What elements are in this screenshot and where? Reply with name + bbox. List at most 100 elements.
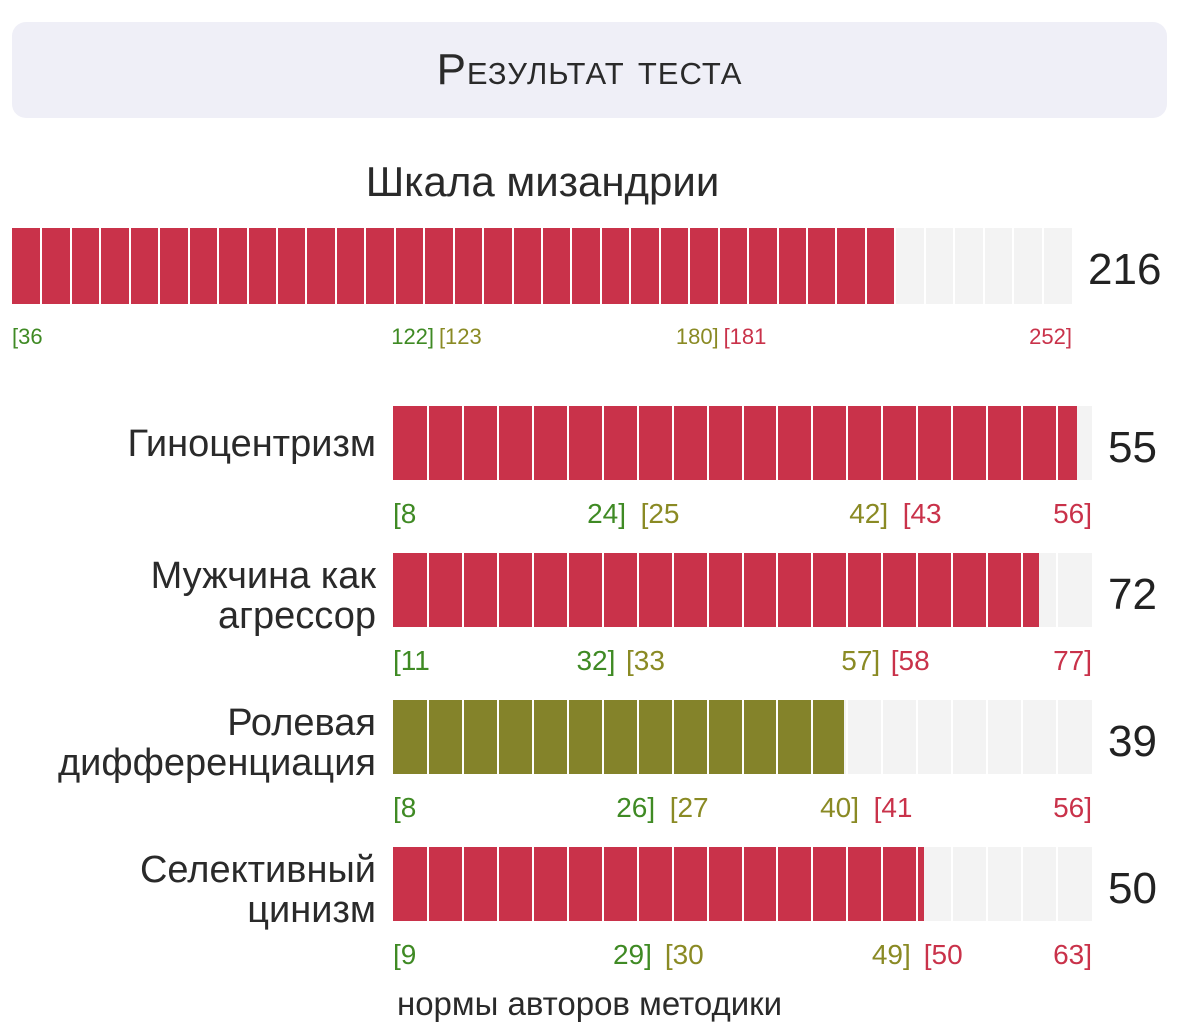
segment-divider bbox=[835, 228, 838, 304]
segment-divider bbox=[629, 228, 632, 304]
norm-end-4-0: 29] bbox=[612, 939, 652, 970]
norm-start-1-1: [25 bbox=[640, 498, 680, 529]
segment-divider bbox=[951, 847, 954, 921]
norm-start-2-1: [33 bbox=[626, 645, 665, 676]
segment-divider bbox=[951, 700, 954, 774]
norm-end-2-2: 77] bbox=[1053, 645, 1092, 676]
segment-divider bbox=[305, 228, 308, 304]
segment-divider bbox=[636, 700, 639, 774]
norm-start-4-1: [30 bbox=[664, 939, 704, 970]
segment-divider bbox=[601, 700, 604, 774]
segment-divider bbox=[461, 700, 464, 774]
scale-value-3: 39 bbox=[1108, 717, 1157, 766]
norm-end-3-1: 40] bbox=[820, 792, 859, 823]
norm-end-3-0: 26] bbox=[616, 792, 656, 823]
segment-divider bbox=[334, 228, 337, 304]
segment-divider bbox=[461, 847, 464, 921]
segment-divider bbox=[1056, 847, 1059, 921]
scale-track-3 bbox=[393, 700, 1092, 774]
segment-divider bbox=[776, 847, 779, 921]
segment-divider bbox=[217, 228, 220, 304]
result-title: Результат теста bbox=[436, 45, 743, 94]
segment-divider bbox=[636, 847, 639, 921]
scale-bar-2 bbox=[393, 553, 1040, 627]
segment-divider bbox=[496, 847, 499, 921]
norm-end-1-1: 42] bbox=[849, 498, 889, 529]
segment-divider bbox=[531, 406, 534, 480]
segment-divider bbox=[747, 228, 750, 304]
norm-start-0-2: [181 bbox=[723, 324, 767, 349]
segment-divider bbox=[426, 553, 429, 627]
segment-divider bbox=[570, 228, 573, 304]
norm-start-1-2: [43 bbox=[902, 498, 942, 529]
segment-divider bbox=[982, 228, 985, 304]
segment-divider bbox=[1056, 406, 1059, 480]
norm-end-0-1: 180] bbox=[675, 324, 719, 349]
segment-divider bbox=[636, 406, 639, 480]
segment-divider bbox=[566, 406, 569, 480]
norm-end-1-2: 56] bbox=[1053, 498, 1092, 529]
segment-divider bbox=[128, 228, 131, 304]
segment-divider bbox=[953, 228, 956, 304]
norm-start-3-1: [27 bbox=[669, 792, 709, 823]
segment-divider bbox=[1021, 700, 1024, 774]
segment-divider bbox=[951, 406, 954, 480]
segment-divider bbox=[482, 228, 485, 304]
segment-divider bbox=[671, 847, 674, 921]
segment-divider bbox=[986, 847, 989, 921]
segment-divider bbox=[881, 553, 884, 627]
scale-track-4 bbox=[393, 847, 1092, 921]
segment-divider bbox=[741, 553, 744, 627]
norm-start-0-1: [123 bbox=[438, 324, 482, 349]
segment-divider bbox=[671, 700, 674, 774]
segment-divider bbox=[741, 700, 744, 774]
norm-start-3-0: [8 bbox=[393, 792, 417, 823]
scale-value-2: 72 bbox=[1108, 570, 1157, 619]
segment-divider bbox=[461, 406, 464, 480]
norm-start-2-0: [11 bbox=[393, 645, 430, 676]
segment-divider bbox=[658, 228, 661, 304]
segment-divider bbox=[811, 553, 814, 627]
segment-divider bbox=[99, 228, 102, 304]
scale-track-2 bbox=[393, 553, 1092, 627]
segment-divider bbox=[846, 700, 849, 774]
segment-divider bbox=[776, 700, 779, 774]
scale-value-4: 50 bbox=[1108, 864, 1157, 913]
segment-divider bbox=[531, 700, 534, 774]
norm-end-0-0: 122] bbox=[391, 324, 435, 349]
scale-label-4: Селективный цинизм bbox=[139, 849, 376, 931]
scale-value-1: 55 bbox=[1108, 423, 1157, 472]
segment-divider bbox=[636, 553, 639, 627]
segment-divider bbox=[671, 406, 674, 480]
norm-end-1-0: 24] bbox=[587, 498, 626, 529]
segment-divider bbox=[916, 553, 919, 627]
segment-divider bbox=[916, 700, 919, 774]
segment-divider bbox=[496, 406, 499, 480]
norm-start-3-2: [41 bbox=[873, 792, 913, 823]
result-header: Результат теста bbox=[12, 22, 1167, 118]
segment-divider bbox=[741, 406, 744, 480]
norm-start-2-2: [58 bbox=[890, 645, 930, 676]
segment-divider bbox=[688, 228, 691, 304]
segment-divider bbox=[496, 700, 499, 774]
norm-end-4-2: 63] bbox=[1053, 939, 1092, 970]
segment-divider bbox=[1041, 228, 1044, 304]
segment-divider bbox=[566, 553, 569, 627]
segment-divider bbox=[916, 406, 919, 480]
segment-divider bbox=[1056, 700, 1059, 774]
norm-start-4-0: [9 bbox=[393, 939, 417, 970]
segment-divider bbox=[811, 700, 814, 774]
segment-divider bbox=[1012, 228, 1015, 304]
segment-divider bbox=[364, 228, 367, 304]
segment-divider bbox=[881, 406, 884, 480]
scale-track-0 bbox=[12, 228, 1072, 304]
segment-divider bbox=[541, 228, 543, 304]
segment-divider bbox=[69, 228, 72, 304]
scale-label-3: Ролевая дифференциация bbox=[57, 702, 376, 784]
norm-start-4-2: [50 bbox=[923, 939, 963, 970]
norm-end-4-1: 49] bbox=[871, 939, 911, 970]
segment-divider bbox=[566, 700, 569, 774]
segment-divider bbox=[846, 406, 849, 480]
segment-divider bbox=[158, 228, 161, 304]
segment-divider bbox=[881, 700, 884, 774]
